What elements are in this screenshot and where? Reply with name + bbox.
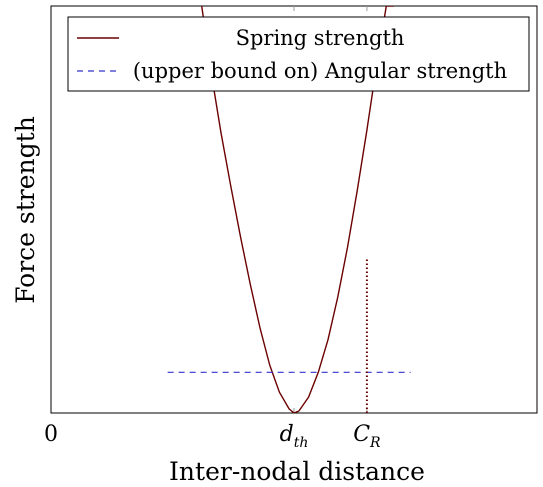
x-axis-title: Inter-nodal distance — [169, 457, 425, 486]
series-layer — [167, 6, 411, 413]
legend-label-angular: (upper bound on) Angular strength — [133, 59, 507, 83]
legend-box — [67, 16, 530, 92]
series-spring-strength-line — [201, 6, 394, 413]
legend: Spring strength (upper bound on) Angular… — [67, 16, 530, 92]
x-tick-label: dth — [280, 422, 309, 451]
y-axis-title: Force strength — [11, 116, 40, 304]
x-axis-ticks: 0 dth CR — [44, 6, 381, 451]
legend-label-spring: Spring strength — [236, 26, 405, 50]
x-tick-label: CR — [353, 422, 381, 451]
x-tick-label: 0 — [44, 422, 58, 447]
